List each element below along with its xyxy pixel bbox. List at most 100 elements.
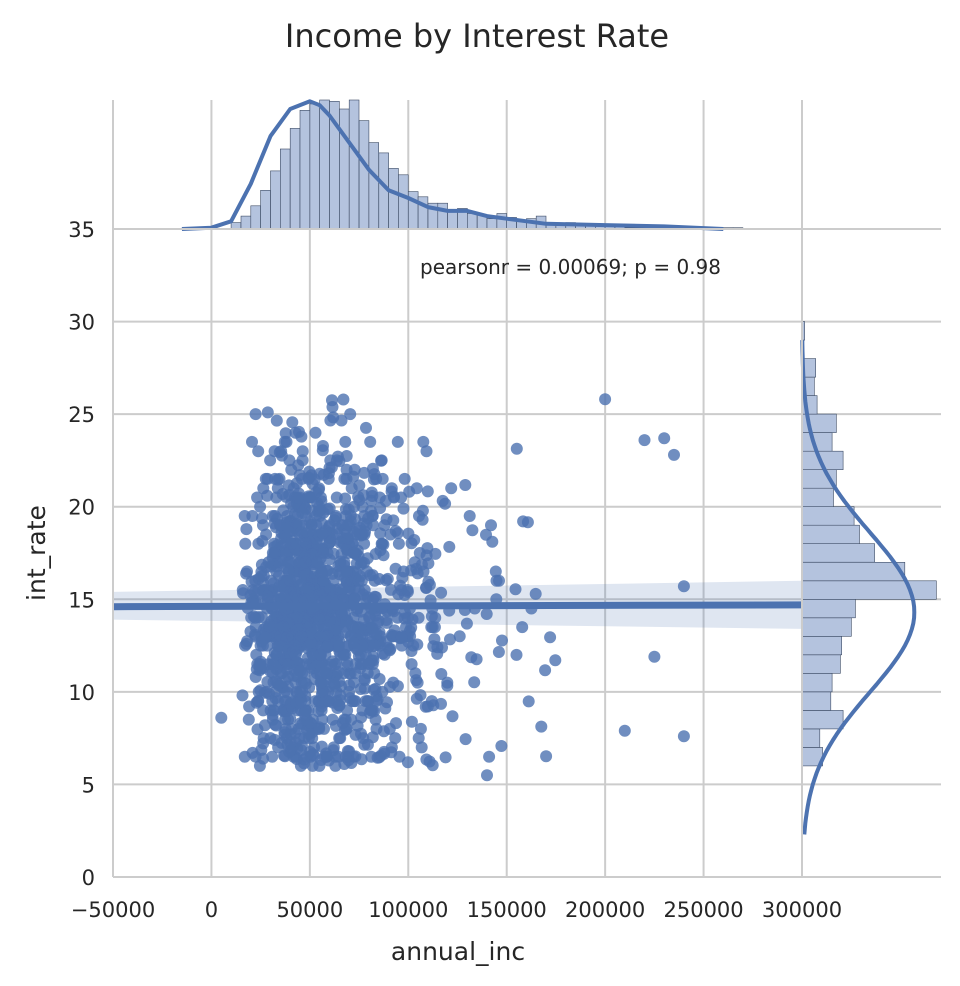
scatter-point xyxy=(290,477,303,490)
scatter-point xyxy=(304,636,317,649)
scatter-point xyxy=(417,435,430,448)
scatter-point xyxy=(668,448,680,461)
scatter-point xyxy=(366,569,379,582)
scatter-point xyxy=(323,502,336,515)
y-tick-label: 10 xyxy=(68,681,95,705)
scatter-point xyxy=(290,544,303,556)
scatter-point xyxy=(387,676,400,689)
scatter-point xyxy=(313,482,326,495)
scatter-point xyxy=(327,741,340,754)
scatter-point xyxy=(441,676,454,689)
scatter-point xyxy=(397,502,410,515)
scatter-point xyxy=(405,658,418,671)
scatter-point xyxy=(337,393,350,406)
y-hist-bar xyxy=(801,710,844,730)
scatter-point xyxy=(254,500,267,513)
scatter-point xyxy=(294,664,307,677)
scatter-point xyxy=(353,479,366,492)
scatter-point xyxy=(280,520,293,533)
y-tick-label: 25 xyxy=(68,403,95,427)
scatter-point xyxy=(509,583,522,596)
scatter-point xyxy=(363,658,376,671)
scatter-point xyxy=(267,620,280,633)
regression-line xyxy=(112,601,803,611)
scatter-point xyxy=(384,528,397,541)
scatter-point xyxy=(493,574,505,587)
y-tick-labels: 0 5 10 15 20 25 30 35 xyxy=(68,218,95,890)
scatter-point xyxy=(245,575,258,588)
scatter-point xyxy=(304,716,317,729)
x-hist-bar xyxy=(299,110,311,230)
scatter-point xyxy=(341,532,354,545)
x-marginal-histogram xyxy=(181,99,744,231)
x-tick-label: 0 xyxy=(205,898,218,922)
scatter-point xyxy=(363,611,376,624)
scatter-point xyxy=(361,667,374,680)
scatter-point xyxy=(305,491,318,504)
x-hist-bar xyxy=(270,170,281,230)
y-marginal-histogram xyxy=(800,321,937,835)
scatter-point xyxy=(414,722,427,735)
scatter-point xyxy=(312,556,325,569)
scatter-point xyxy=(298,757,310,770)
scatter-point xyxy=(435,697,447,710)
scatter-point xyxy=(298,593,311,606)
scatter-point xyxy=(334,732,347,745)
scatter-point xyxy=(279,427,292,440)
scatter-point xyxy=(278,591,291,604)
scatter-point xyxy=(303,728,316,740)
x-hist-bar xyxy=(398,174,409,230)
x-kde-curve xyxy=(181,99,724,231)
scatter-point xyxy=(677,580,690,593)
scatter-point xyxy=(324,414,337,427)
scatter-point xyxy=(292,722,305,735)
scatter-point xyxy=(266,709,279,722)
x-hist-bar xyxy=(358,120,370,230)
scatter-point xyxy=(470,653,483,666)
scatter-point xyxy=(317,574,330,587)
scatter-point xyxy=(330,685,343,698)
scatter-point xyxy=(340,565,353,578)
scatter-point xyxy=(283,745,296,758)
scatter-point xyxy=(342,503,355,516)
scatter-point xyxy=(375,454,388,467)
scatter-point xyxy=(414,689,427,702)
scatter-point xyxy=(257,482,270,495)
scatter-point xyxy=(254,655,267,668)
scatter-point xyxy=(330,454,343,467)
scatter-point xyxy=(618,724,631,737)
x-hist-bar xyxy=(348,99,360,230)
scatter-point xyxy=(421,485,434,498)
scatter-point xyxy=(261,675,274,688)
scatter-point xyxy=(317,468,330,481)
scatter-point xyxy=(275,449,288,462)
scatter-point xyxy=(393,750,406,763)
scatter-point xyxy=(481,769,493,782)
scatter-point xyxy=(295,430,308,443)
scatter-point xyxy=(370,695,383,708)
scatter-point xyxy=(377,725,390,738)
scatter-point xyxy=(306,748,319,761)
scatter-point xyxy=(377,549,390,562)
scatter-point xyxy=(443,540,456,553)
scatter-point xyxy=(544,631,557,644)
scatter-point xyxy=(405,715,418,728)
y-hist-bar xyxy=(801,487,834,508)
scatter-point xyxy=(367,683,380,696)
scatter-point xyxy=(326,713,339,726)
chart-title: Income by Interest Rate xyxy=(285,17,669,55)
scatter-point xyxy=(316,527,329,540)
scatter-point xyxy=(366,731,379,744)
scatter-point xyxy=(323,536,336,549)
scatter-point xyxy=(402,527,415,540)
x-hist-bar xyxy=(368,142,379,230)
scatter-point xyxy=(329,759,342,772)
scatter-point xyxy=(648,650,661,663)
scatter-point xyxy=(599,393,612,406)
x-hist-bar xyxy=(388,168,399,230)
x-hist-bar xyxy=(240,215,252,230)
scatter-point xyxy=(540,750,553,763)
x-hist-bar xyxy=(289,128,301,230)
scatter-point xyxy=(246,435,258,448)
scatter-point xyxy=(241,565,253,578)
